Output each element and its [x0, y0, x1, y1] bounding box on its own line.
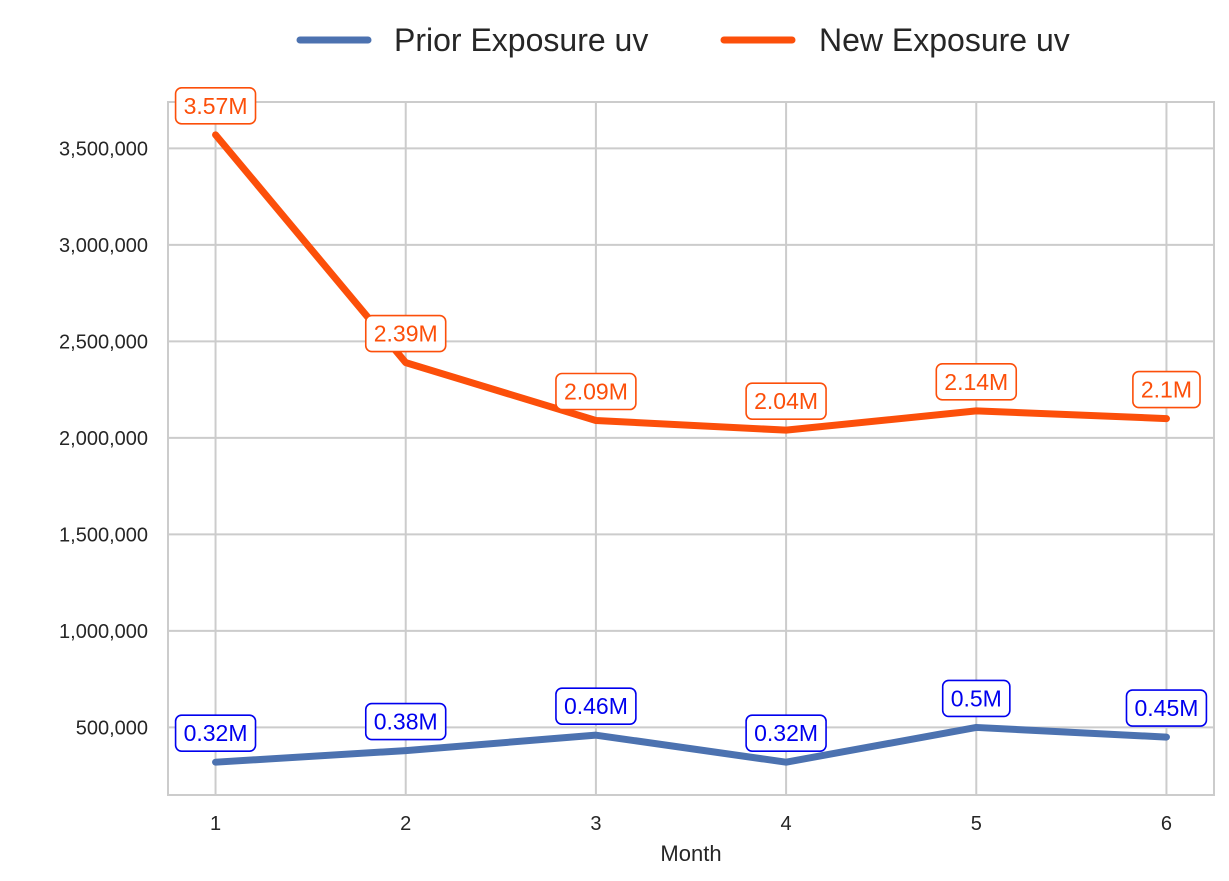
data-label-text: 2.1M [1141, 377, 1192, 403]
x-axis-title: Month [660, 841, 721, 866]
data-label-text: 0.46M [564, 693, 628, 719]
y-tick-label: 1,000,000 [59, 621, 148, 643]
data-label: 3.57M [174, 87, 257, 125]
data-label: 0.32M [174, 714, 257, 752]
y-axis: 500,000 1,000,000 1,500,000 2,000,000 2,500,… [59, 138, 148, 739]
data-label-box [745, 382, 827, 420]
series-line-1 [212, 723, 1170, 766]
plot-frame [167, 101, 1215, 796]
grid [168, 102, 1214, 795]
x-tick-label: 3 [590, 813, 601, 835]
y-tick-label: 2,500,000 [59, 331, 148, 353]
legend-label: Prior Exposure uv [394, 22, 648, 58]
data-label: 0.45M [1125, 689, 1208, 727]
y-tick-label: 500,000 [76, 717, 148, 739]
series-line-2 [212, 131, 1170, 434]
data-label-box [364, 702, 447, 741]
data-label-text: 0.38M [374, 709, 438, 735]
data-label-box [1132, 370, 1201, 409]
data-label-box [745, 714, 827, 752]
data-label-box [935, 363, 1018, 401]
data-label: 2.09M [555, 372, 637, 411]
data-label: 0.5M [941, 679, 1011, 718]
data-label-text: 0.32M [184, 720, 248, 746]
data-label-text: 3.57M [184, 93, 248, 119]
y-tick-label: 3,500,000 [59, 138, 148, 160]
legend-label: New Exposure uv [819, 22, 1070, 58]
data-label-text: 2.39M [374, 321, 438, 347]
x-tick-label: 2 [400, 813, 411, 835]
data-label-text: 0.45M [1134, 695, 1198, 721]
data-label-text: 2.09M [564, 379, 628, 405]
x-tick-label: 4 [781, 813, 792, 835]
x-tick-label: 1 [210, 813, 221, 835]
data-labels: 0.32M 0.38M 0.46M 0.32M 0.5M 0.45M 3.57M 2.39M 2… [174, 87, 1208, 752]
y-tick-label: 3,000,000 [59, 235, 148, 257]
data-label: 2.1M [1132, 370, 1201, 409]
data-label: 2.04M [745, 382, 827, 420]
data-label-box [174, 87, 257, 125]
data-label-text: 2.04M [754, 388, 818, 414]
x-tick-label: 5 [971, 813, 982, 835]
series [212, 131, 1170, 766]
data-label: 2.14M [935, 363, 1018, 401]
data-label: 2.39M [364, 314, 447, 353]
legend: Prior Exposure uv New Exposure uv [296, 22, 1070, 58]
y-tick-label: 2,000,000 [59, 428, 148, 450]
data-label: 0.32M [745, 714, 827, 752]
data-label-text: 2.14M [944, 369, 1008, 395]
x-tick-label: 6 [1161, 813, 1172, 835]
data-label-box [174, 714, 257, 752]
data-label: 0.46M [555, 687, 637, 725]
data-label-box [1125, 689, 1208, 727]
data-label-text: 0.32M [754, 720, 818, 746]
y-tick-label: 1,500,000 [59, 524, 148, 546]
data-label-box [941, 679, 1011, 718]
data-label-box [555, 372, 637, 411]
data-label-box [555, 687, 637, 725]
data-label-text: 0.5M [951, 685, 1002, 711]
x-axis: 1 2 3 4 5 6 [210, 813, 1172, 835]
data-label: 0.38M [364, 702, 447, 741]
data-label-box [364, 314, 447, 353]
